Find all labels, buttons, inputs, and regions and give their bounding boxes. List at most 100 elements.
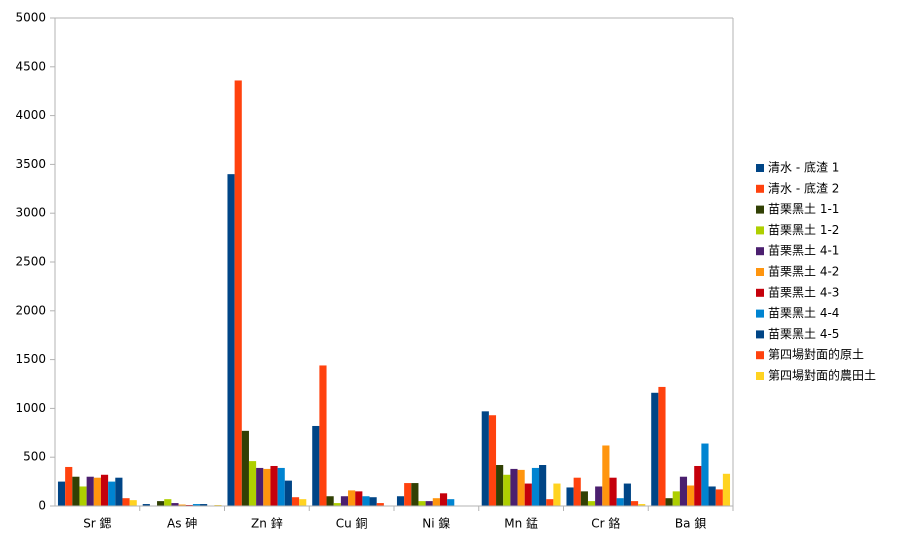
x-tick-label: Cu 銅 — [336, 517, 368, 531]
x-tick-label: As 砷 — [167, 517, 197, 531]
bar — [57, 481, 66, 506]
bar — [672, 491, 680, 506]
bar — [651, 392, 659, 506]
bar — [72, 476, 80, 506]
y-tick-label: 5000 — [15, 11, 46, 25]
bar — [531, 467, 540, 506]
legend-swatch — [756, 268, 764, 276]
legend-label: 清水 - 底渣 2 — [768, 180, 839, 195]
bar — [142, 504, 150, 506]
bar — [553, 483, 561, 506]
bar — [404, 483, 412, 506]
bar — [665, 498, 673, 506]
bar — [355, 491, 363, 506]
bar — [439, 493, 448, 506]
bar — [411, 483, 419, 506]
y-tick-label: 3000 — [15, 206, 46, 220]
y-tick-label: 0 — [38, 499, 46, 513]
bar — [658, 386, 666, 506]
bar — [319, 365, 327, 506]
bar — [277, 467, 285, 506]
legend-label: 苗栗黑土 4-3 — [768, 285, 839, 299]
bar — [396, 496, 405, 506]
bar — [326, 496, 334, 506]
bar — [227, 174, 235, 506]
bar — [200, 504, 208, 506]
legend-swatch — [756, 372, 764, 380]
bar — [539, 465, 547, 506]
bar — [333, 503, 341, 506]
bar — [93, 477, 101, 506]
bar — [362, 496, 370, 506]
bar — [241, 430, 249, 506]
bar — [129, 500, 137, 506]
legend-swatch — [756, 351, 764, 360]
legend-label: 苗栗黑土 1-1 — [768, 202, 839, 216]
bar — [609, 477, 617, 506]
legend-label: 第四場對面的農田土 — [768, 368, 876, 383]
bar — [79, 486, 87, 506]
x-tick-label: Sr 鍶 — [83, 516, 111, 531]
bar — [299, 499, 307, 506]
y-tick-label: 3500 — [15, 157, 46, 171]
bar — [376, 503, 384, 506]
bar — [566, 487, 574, 506]
bar — [263, 468, 271, 506]
legend-swatch — [756, 247, 764, 256]
bar — [715, 489, 723, 506]
bar — [86, 476, 94, 506]
bar — [248, 461, 257, 506]
bar — [418, 501, 426, 506]
bar — [722, 473, 731, 506]
legend-swatch — [756, 288, 764, 297]
bar — [481, 411, 489, 506]
legend-swatch — [756, 226, 764, 235]
x-tick-label: Ba 鋇 — [675, 517, 706, 531]
legend-label: 苗栗黑土 1-2 — [768, 223, 839, 237]
x-tick-label: Mn 錳 — [504, 516, 538, 531]
bar — [340, 496, 349, 506]
bar — [580, 491, 588, 506]
bar — [595, 486, 603, 506]
bar — [638, 504, 646, 506]
bar — [616, 498, 624, 506]
legend-label: 苗栗黑土 4-1 — [768, 244, 839, 258]
legend-swatch — [756, 330, 764, 339]
bar — [115, 477, 123, 506]
bar — [679, 476, 688, 506]
bar — [701, 443, 709, 506]
bar — [488, 415, 497, 506]
bar — [517, 469, 525, 506]
x-tick-label: Zn 鋅 — [251, 516, 283, 531]
bar — [687, 485, 695, 506]
bar — [510, 468, 518, 506]
legend-label: 第四場對面的原土 — [768, 347, 864, 362]
y-tick-label: 2000 — [15, 303, 46, 317]
bar — [291, 497, 300, 506]
bar — [234, 80, 242, 507]
bar — [108, 481, 116, 506]
bar — [694, 465, 702, 506]
legend-label: 苗栗黑土 4-4 — [768, 306, 839, 320]
y-tick-label: 4000 — [15, 108, 46, 122]
legend-swatch — [756, 309, 764, 318]
bar — [270, 465, 278, 506]
x-tick-label: Cr 鉻 — [591, 516, 620, 531]
bar — [157, 501, 165, 506]
bar — [630, 501, 639, 506]
bar — [312, 425, 320, 506]
bar — [587, 501, 596, 506]
bar — [164, 499, 172, 506]
bar — [65, 466, 73, 506]
bar — [256, 467, 264, 506]
bar — [369, 497, 377, 506]
bar — [171, 503, 179, 506]
y-tick-label: 1000 — [15, 401, 46, 415]
bar — [708, 486, 716, 506]
y-tick-label: 1500 — [15, 352, 46, 366]
bar — [496, 465, 504, 506]
bar — [623, 483, 631, 506]
bar — [284, 480, 292, 506]
legend-swatch — [756, 184, 764, 193]
bar — [425, 501, 433, 506]
